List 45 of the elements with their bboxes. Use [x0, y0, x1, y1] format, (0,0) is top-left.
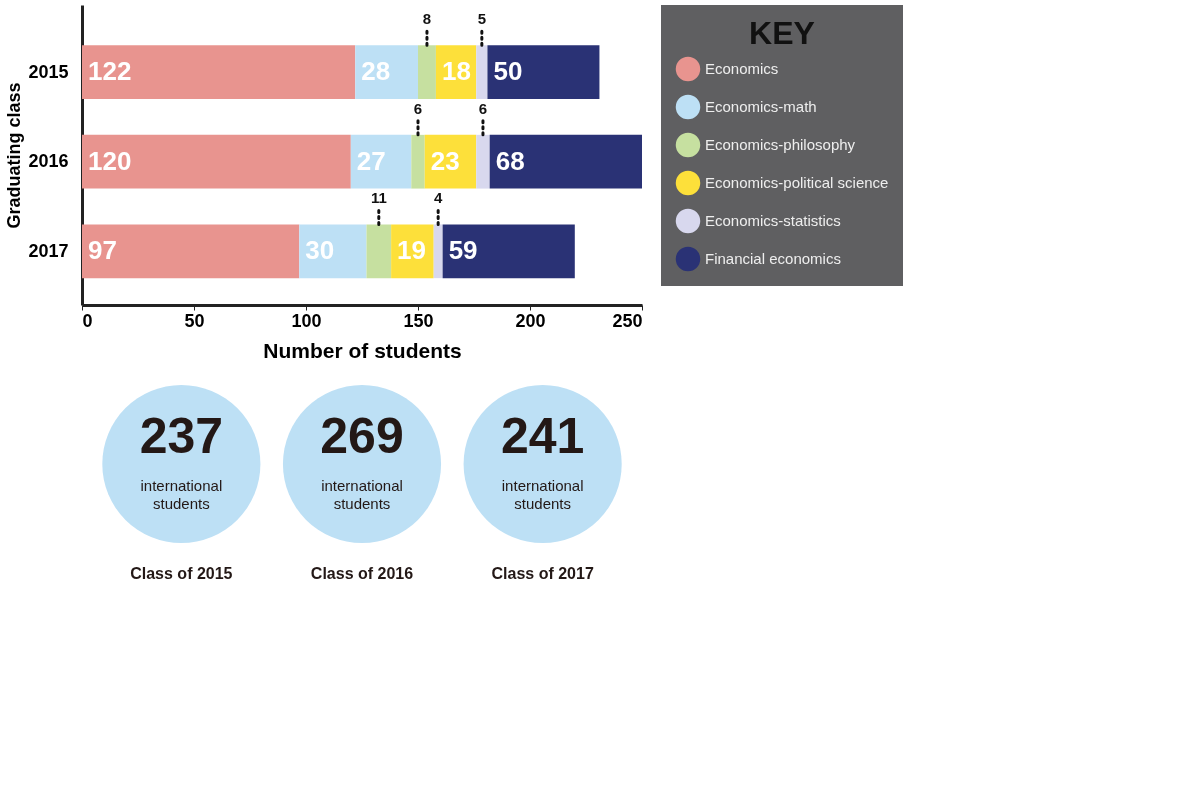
- data-label: 269: [320, 408, 404, 464]
- legend-label: Financial economics: [705, 250, 841, 267]
- x-tick-label: 250: [612, 310, 643, 331]
- data-label: 8: [422, 10, 432, 28]
- y-tick-label: 2015: [28, 61, 69, 82]
- legend-title: KEY: [749, 15, 815, 51]
- x-tick-label: 50: [184, 310, 205, 331]
- category-label: Class of 2016: [310, 565, 414, 582]
- legend-label: Economics-political science: [705, 174, 889, 191]
- data-label: 18: [441, 56, 471, 87]
- data-label: 27: [356, 145, 386, 176]
- data-label: 120: [88, 145, 132, 176]
- text: international students: [140, 477, 223, 512]
- x-tick-label: 100: [291, 310, 322, 331]
- data-label: 30: [305, 235, 335, 266]
- data-label: 241: [500, 408, 585, 464]
- legend-label: Economics-statistics: [705, 212, 841, 229]
- data-label: 97: [88, 235, 117, 266]
- data-label: 6: [413, 99, 423, 117]
- data-label: 6: [478, 99, 488, 117]
- text: international students: [321, 477, 403, 512]
- category-label: Class of 2017: [491, 565, 594, 582]
- y-tick-label: 2016: [28, 151, 69, 172]
- legend-label: Economics-philosophy: [705, 136, 856, 153]
- category-label: Class of 2015: [130, 565, 233, 582]
- data-label: 28: [361, 56, 391, 87]
- data-label: 19: [397, 235, 427, 266]
- data-label: 237: [139, 408, 224, 464]
- legend-label: Economics: [705, 60, 779, 77]
- data-label: 11: [370, 189, 387, 207]
- data-label: 23: [430, 145, 460, 176]
- data-label: 4: [433, 189, 443, 207]
- text: international students: [501, 477, 584, 512]
- y-tick-label: 2017: [28, 240, 69, 261]
- data-label: 50: [493, 56, 523, 87]
- legend-label: Economics-math: [705, 98, 817, 115]
- x-tick-label: 200: [515, 310, 546, 331]
- x-axis-title: Number of students: [263, 338, 462, 362]
- data-label: 5: [477, 10, 487, 28]
- data-label: 122: [88, 56, 132, 87]
- x-tick-label: 0: [82, 310, 93, 331]
- data-label: 59: [448, 235, 478, 266]
- data-label: 68: [495, 145, 525, 176]
- y-axis-title: Graduating class: [4, 82, 25, 229]
- x-tick-label: 150: [403, 310, 434, 331]
